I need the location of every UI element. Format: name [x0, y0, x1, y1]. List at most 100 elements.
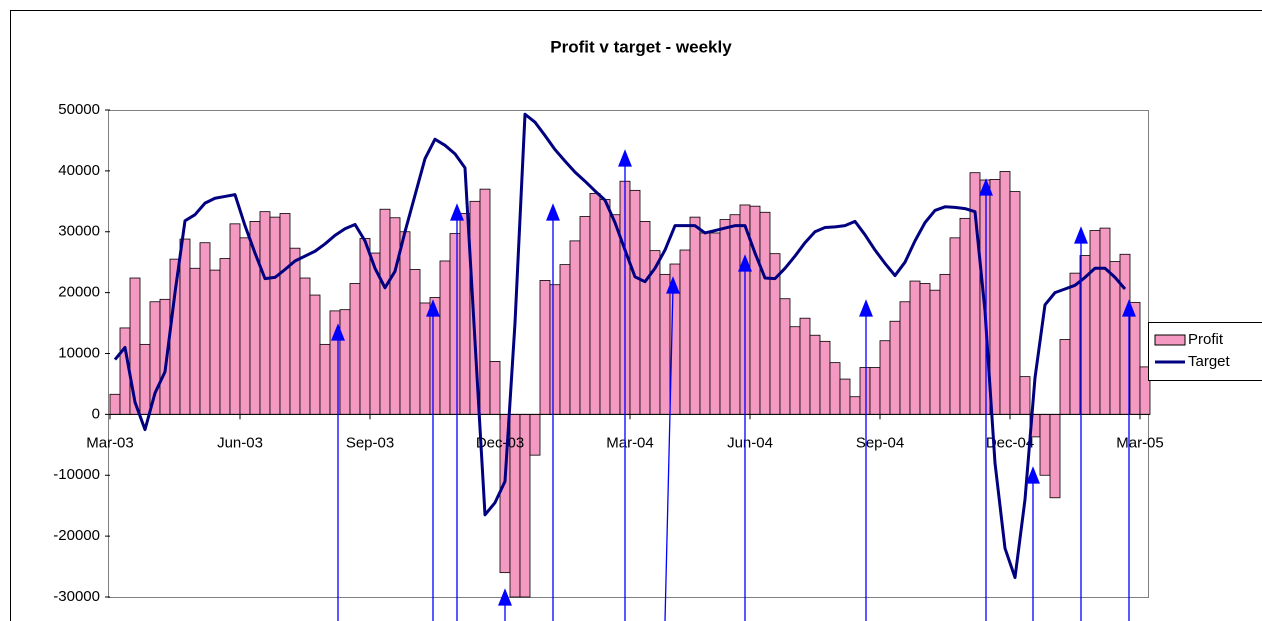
bar	[699, 232, 711, 415]
bar	[759, 211, 771, 415]
bar	[339, 309, 351, 415]
bar	[159, 298, 171, 415]
bar	[189, 267, 201, 415]
bar	[569, 240, 581, 415]
bar	[749, 205, 761, 415]
chart-title: Profit v target - weekly	[550, 37, 732, 56]
bar	[829, 362, 841, 415]
y-tick-label: 0	[92, 405, 100, 422]
bar	[229, 223, 241, 415]
bar	[959, 217, 971, 415]
bar	[259, 211, 271, 415]
bar	[1069, 272, 1081, 415]
bar	[539, 280, 551, 415]
bar	[659, 273, 671, 415]
bar	[929, 289, 941, 415]
bar	[639, 221, 651, 415]
bar	[239, 237, 251, 415]
bar	[479, 188, 491, 415]
y-tick-label: -10000	[53, 466, 100, 483]
legend: Profit Target	[1148, 322, 1262, 381]
legend-label: Profit	[1188, 331, 1224, 348]
bar	[839, 378, 851, 415]
legend-box	[1148, 322, 1262, 381]
bar	[1059, 339, 1071, 415]
bar	[999, 171, 1011, 415]
annotation-arrows	[331, 149, 1136, 621]
bar	[1039, 413, 1051, 476]
bar	[629, 189, 641, 415]
bar	[409, 269, 421, 415]
y-tick-label: 30000	[58, 223, 100, 240]
x-tick-label: Dec-04	[986, 434, 1034, 451]
x-tick-label: Sep-04	[856, 434, 904, 451]
bar	[939, 273, 951, 415]
bar	[349, 283, 361, 415]
x-tick-label: Jun-03	[217, 434, 263, 451]
x-tick-label: Sep-03	[346, 434, 394, 451]
bar	[579, 216, 591, 415]
bar	[399, 231, 411, 415]
bar	[289, 247, 301, 415]
bar	[819, 340, 831, 415]
legend-label: Target	[1188, 353, 1231, 370]
bar	[529, 413, 541, 456]
bar	[279, 213, 291, 415]
bar	[299, 277, 311, 415]
bar	[919, 283, 931, 415]
bar	[879, 340, 891, 415]
bar	[489, 361, 501, 415]
x-tick-label: Mar-04	[606, 434, 654, 451]
bar	[219, 258, 231, 415]
bar	[719, 219, 731, 415]
bar	[949, 237, 961, 415]
bar	[869, 367, 881, 415]
y-tick-label: 20000	[58, 284, 100, 301]
bar	[359, 238, 371, 415]
bar	[1109, 261, 1121, 415]
line	[113, 112, 1127, 580]
bar	[309, 294, 321, 415]
bar	[789, 326, 801, 415]
bar	[419, 302, 431, 415]
bar	[609, 214, 621, 415]
y-tick-label: -30000	[53, 588, 100, 605]
bar	[379, 208, 391, 415]
marks: -30000 -20000 -10000 0 10000 20000 30000 40000 5…	[53, 101, 1163, 605]
bar	[209, 269, 221, 415]
bar	[679, 249, 691, 415]
bar	[319, 343, 331, 415]
bar	[559, 264, 571, 415]
bar	[989, 178, 1001, 415]
bar	[709, 232, 721, 415]
bar	[809, 334, 821, 415]
bar	[859, 367, 871, 415]
bar	[889, 320, 901, 415]
bar	[849, 396, 861, 415]
x-tick-label: Dec-03	[476, 434, 524, 451]
bar	[969, 172, 981, 415]
y-tick-label: 50000	[58, 101, 100, 118]
x-tick-label: Mar-05	[1116, 434, 1164, 451]
y-tick-label: -20000	[53, 527, 100, 544]
y-tick-label: 10000	[58, 344, 100, 361]
bar	[269, 216, 281, 415]
x-tick-label: Mar-03	[86, 434, 134, 451]
bar	[389, 217, 401, 415]
legend-swatch	[1154, 334, 1186, 346]
bar	[109, 393, 121, 415]
bar	[1019, 376, 1031, 415]
bar	[689, 216, 701, 415]
x-tick-label: Jun-04	[727, 434, 773, 451]
bar	[449, 233, 461, 415]
bar	[779, 298, 791, 415]
bar	[729, 214, 741, 415]
bar	[1009, 191, 1021, 415]
bar	[599, 199, 611, 415]
y-tick-label: 40000	[58, 162, 100, 179]
bar	[139, 343, 151, 415]
bar	[179, 238, 191, 415]
bar	[1129, 301, 1141, 415]
bar	[589, 192, 601, 415]
